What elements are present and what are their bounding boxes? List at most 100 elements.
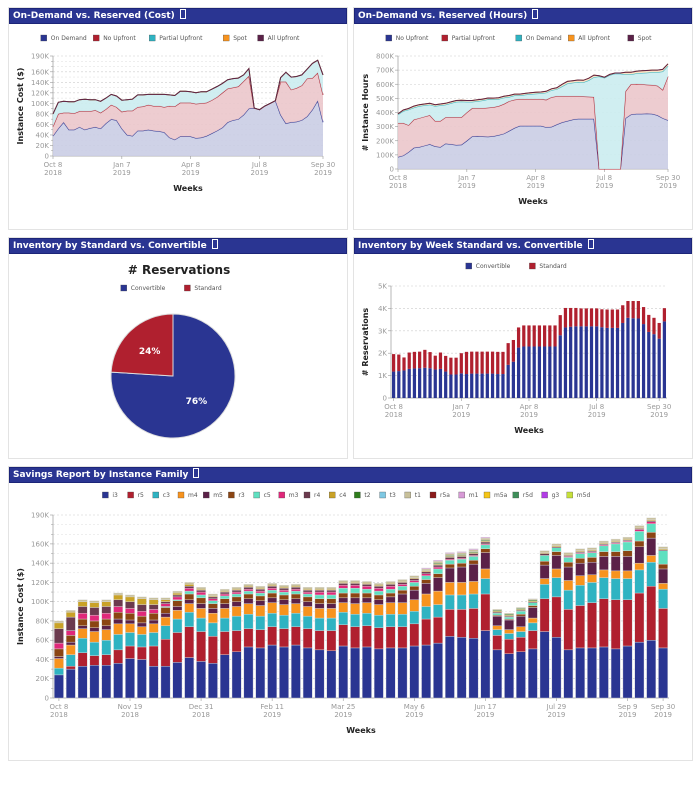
- y-tick-label: 190K: [31, 53, 49, 61]
- bar-r3: [622, 550, 633, 557]
- bar-m4: [362, 602, 372, 614]
- bar-i3: [350, 647, 360, 699]
- x-axis-label: Weeks: [514, 426, 544, 435]
- bar-r4: [385, 584, 396, 587]
- x-tick-label: Sep 30: [311, 161, 335, 169]
- expand-icon[interactable]: [179, 9, 186, 19]
- y-tick-label: 0: [383, 395, 387, 403]
- bar-m4: [397, 602, 408, 615]
- bar-m4: [575, 575, 585, 586]
- bar-standard: [641, 307, 646, 325]
- y-tick-label: 3K: [378, 327, 387, 335]
- bar-r5: [456, 609, 467, 638]
- bar-convertible: [480, 373, 484, 398]
- bar-standard: [631, 301, 635, 319]
- bar-m4: [646, 555, 657, 563]
- bar-m3: [113, 606, 123, 613]
- expand-icon[interactable]: [532, 9, 539, 19]
- bar-m5: [634, 546, 645, 564]
- bar-r4: [231, 589, 242, 593]
- bar-convertible: [543, 346, 547, 398]
- bar-convertible: [569, 326, 573, 398]
- bar-m5: [516, 615, 526, 627]
- bar-m5: [646, 537, 657, 556]
- x-tick-label: Sep 30: [647, 403, 671, 411]
- expand-icon[interactable]: [211, 239, 218, 249]
- bar-i3: [291, 644, 301, 699]
- bar-standard: [438, 352, 443, 369]
- bar-t1: [267, 583, 277, 586]
- bar-i3: [243, 646, 254, 699]
- bar-t1: [456, 552, 467, 555]
- bar-c3: [575, 585, 585, 606]
- y-tick-label: 160K: [31, 68, 49, 76]
- bar-t1: [516, 607, 526, 609]
- bar-r5: [338, 624, 349, 647]
- expand-icon[interactable]: [193, 468, 200, 478]
- bar-convertible: [652, 334, 656, 398]
- bar-m4: [551, 568, 562, 578]
- y-tick-label: 1K: [378, 372, 387, 380]
- y-tick-label: 5K: [378, 283, 387, 291]
- bar-r5: [492, 635, 503, 651]
- expand-icon[interactable]: [587, 239, 594, 249]
- bar-r3: [302, 596, 313, 602]
- bar-c4: [125, 596, 135, 602]
- x-tick-label: Sep 30: [651, 703, 675, 711]
- bar-r5: [445, 609, 455, 637]
- bar-c3: [599, 577, 609, 599]
- bar-r5: [267, 626, 277, 646]
- bar-c3: [54, 667, 64, 676]
- legend-label-no-upfront: No Upfront: [103, 35, 136, 42]
- bar-t1: [563, 552, 574, 555]
- bar-r4: [125, 601, 135, 609]
- bar-t1: [492, 609, 503, 611]
- bar-c5: [563, 557, 574, 563]
- legend-swatch-convertible: [465, 262, 472, 270]
- x-tick-label: Dec 31: [189, 703, 214, 711]
- bar-m3: [279, 589, 289, 593]
- bar-standard: [506, 343, 510, 365]
- bar-c3: [243, 614, 254, 629]
- bar-m4: [125, 623, 135, 633]
- legend-swatch-partial-upfront: [149, 34, 156, 42]
- bar-m5: [575, 562, 585, 576]
- bar-m1: [468, 548, 479, 550]
- bar-m3: [125, 608, 135, 614]
- bar-r5: [421, 618, 431, 646]
- bar-standard: [423, 349, 427, 368]
- bar-standard: [511, 339, 515, 362]
- bar-r5: [113, 649, 123, 664]
- bar-c5: [219, 595, 230, 599]
- bar-i3: [362, 646, 372, 699]
- bar-m3: [101, 613, 112, 620]
- bar-m4: [255, 605, 266, 617]
- y-axis-label: Instance Cost ($): [16, 68, 25, 145]
- legend-swatch-m3: [278, 491, 285, 499]
- bar-convertible: [433, 369, 437, 398]
- bar-m5: [563, 566, 574, 581]
- bar-m1: [480, 536, 491, 539]
- legend-swatch-partial-upfront: [441, 34, 448, 42]
- legend-swatch-on-demand: [515, 34, 522, 42]
- bar-m5: [362, 597, 372, 603]
- area-partial-upfront: [53, 60, 323, 127]
- bar-c3: [373, 614, 384, 628]
- line-spot: [397, 63, 669, 115]
- bar-c5: [516, 611, 526, 615]
- bar-convertible: [574, 326, 578, 398]
- bar-c5: [338, 587, 349, 594]
- area-on-demand: [398, 65, 668, 169]
- bar-t1: [658, 546, 668, 549]
- bar-m5: [350, 597, 360, 604]
- bar-r5: [646, 586, 657, 641]
- bar-standard: [428, 352, 432, 369]
- bar-m4: [421, 593, 431, 607]
- bar-r5: [587, 602, 597, 649]
- bar-c3: [89, 641, 100, 656]
- bar-standard: [402, 357, 406, 371]
- y-tick-label: 700K: [376, 67, 394, 75]
- bar-standard: [605, 309, 609, 328]
- bar-m4: [196, 608, 206, 619]
- y-axis-label: Instance Cost ($): [16, 568, 25, 645]
